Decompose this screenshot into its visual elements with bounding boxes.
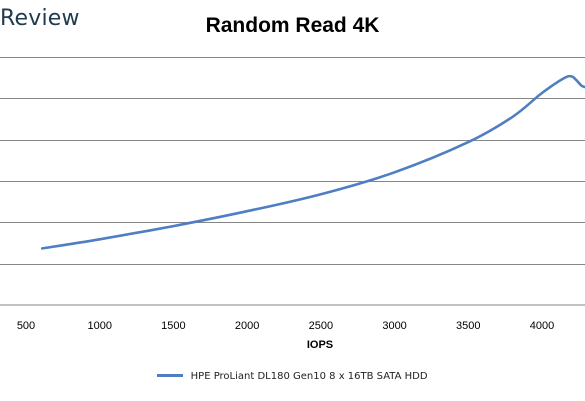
legend-label: HPE ProLiant DL180 Gen10 8 x 16TB SATA H…: [190, 371, 428, 382]
legend-swatch: [157, 373, 184, 377]
x-tick-label: 4000: [530, 320, 554, 332]
x-tick-label: 500: [17, 320, 35, 332]
x-tick-label: 3500: [456, 320, 480, 332]
legend: HPE ProLiant DL180 Gen10 8 x 16TB SATA H…: [0, 371, 585, 382]
x-axis-title: IOPS: [307, 339, 333, 351]
x-tick-label: 2000: [235, 320, 259, 332]
gridlines: [0, 57, 585, 306]
x-tick-label: 1000: [87, 320, 111, 332]
x-tick-label: 2500: [309, 320, 333, 332]
x-tick-labels: 500 1000 1500 2000 2500 3000 3500 4000: [17, 320, 554, 332]
watermark-logo-text: Review: [0, 6, 80, 31]
series-line-0: [40, 74, 585, 250]
series-layer: [40, 74, 585, 250]
chart-title: Random Read 4K: [205, 14, 380, 37]
x-tick-label: 3000: [382, 320, 406, 332]
x-tick-label: 1500: [161, 320, 185, 332]
